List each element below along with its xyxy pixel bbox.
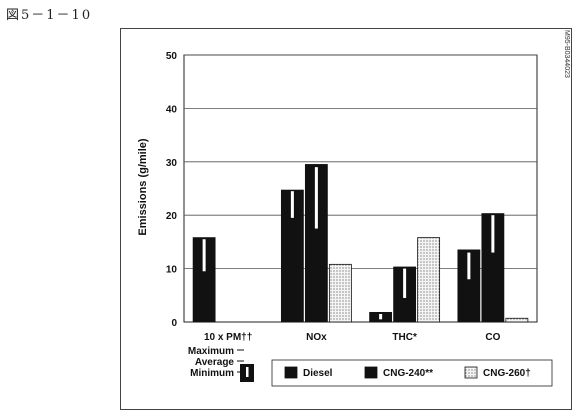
range-marker: [314, 167, 318, 229]
range-marker: [290, 191, 294, 218]
range-marker: [403, 268, 407, 298]
legend-swatch: [464, 366, 478, 379]
bar-diesel-1: [280, 189, 304, 323]
category-label: CO: [485, 332, 500, 343]
range-marker: [467, 252, 471, 280]
category-label: THC*: [392, 332, 417, 343]
legend-label: CNG-260†: [483, 368, 531, 379]
y-tick-label: 40: [166, 104, 178, 115]
range-marker: [379, 313, 383, 320]
range-key-label: Minimum: [190, 368, 234, 379]
bar-cng-260--3: [505, 317, 529, 323]
bar-diesel-0: [192, 237, 216, 323]
chart-frame: [120, 28, 572, 410]
range-key-notch: [246, 367, 249, 377]
legend-box: [271, 359, 553, 387]
y-tick-label: 30: [166, 158, 178, 169]
bar-cng-240--1: [304, 164, 328, 323]
legend-label: CNG-240**: [383, 368, 433, 379]
bar-cng-260--1: [328, 263, 352, 323]
y-tick-label: 0: [171, 318, 177, 329]
y-tick-label: 20: [166, 211, 178, 222]
bar-diesel-3: [457, 249, 481, 323]
figure-label: 図5－1－10: [6, 8, 93, 23]
y-tick-label: 50: [166, 51, 178, 62]
legend-swatch: [284, 366, 298, 379]
legend-label: Diesel: [303, 368, 333, 379]
bar-cng-240--3: [481, 213, 505, 323]
y-tick-label: 10: [166, 265, 178, 276]
bar-cng-260--2: [417, 237, 441, 323]
category-label: NOx: [306, 332, 327, 343]
side-code: M95-B0344023: [563, 30, 570, 78]
y-axis-title: Emissions (g/mile): [137, 138, 149, 236]
range-marker: [202, 239, 206, 272]
range-marker: [491, 215, 495, 253]
legend-swatch: [364, 366, 378, 379]
range-key-label: Average: [195, 357, 235, 368]
range-key-label: Maximum: [188, 346, 234, 357]
category-label: 10 x PM††: [204, 332, 252, 343]
